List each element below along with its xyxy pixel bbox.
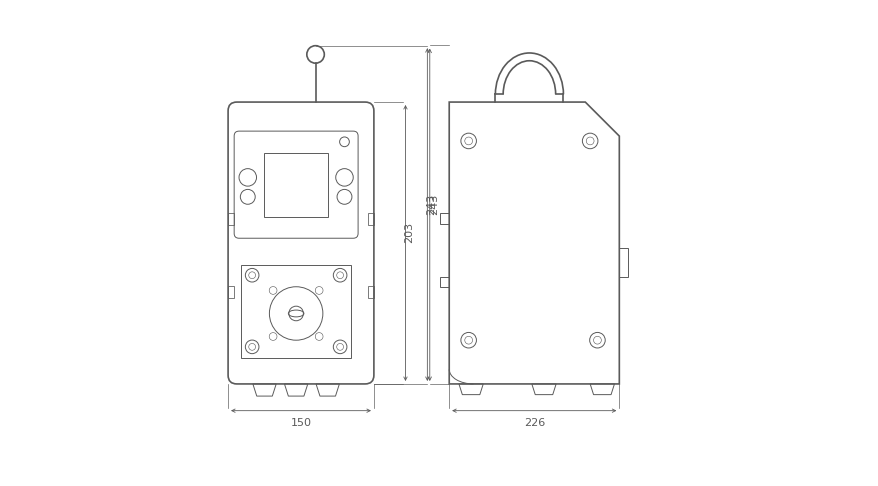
Bar [263,153,328,217]
Text: 243: 243 [426,193,435,215]
Bar [241,264,350,358]
Bar [440,277,449,287]
Text: 150: 150 [290,418,311,428]
Text: 243: 243 [428,193,438,215]
Text: 203: 203 [404,222,414,243]
Bar [619,248,628,277]
Bar [368,286,373,297]
Bar [440,213,449,224]
Bar [227,212,234,225]
Bar [227,286,234,297]
Text: 226: 226 [523,418,544,428]
Bar [368,212,373,225]
